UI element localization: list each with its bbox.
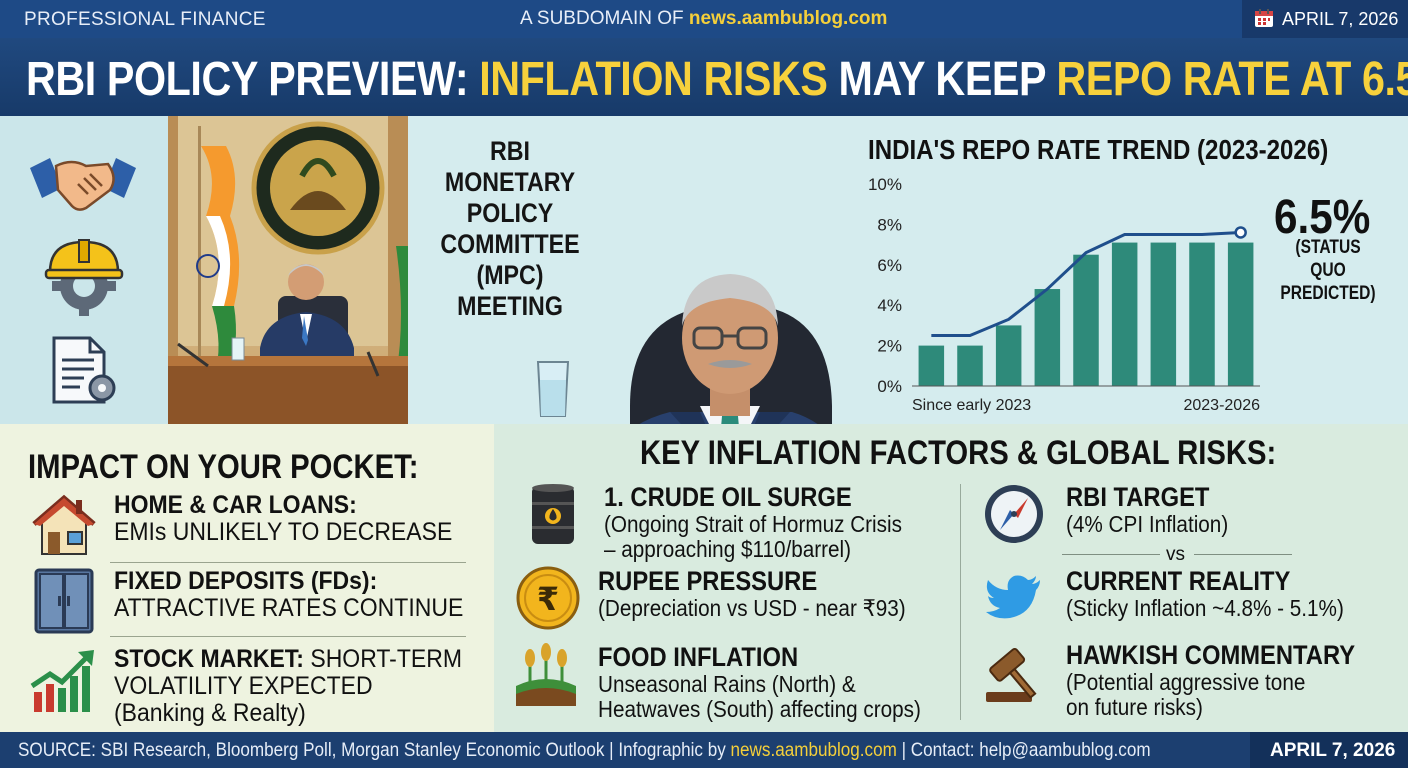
headline-banner: RBI POLICY PREVIEW: INFLATION RISKS MAY … xyxy=(0,38,1408,116)
chart-bar xyxy=(995,325,1022,386)
x-tick-label: Since early 2023 xyxy=(912,397,1031,414)
bird-icon xyxy=(986,575,1040,619)
factors-panel: KEY INFLATION FACTORS & GLOBAL RISKS: 1.… xyxy=(494,424,1408,732)
date-box: APRIL 7, 2026 xyxy=(1242,0,1408,38)
side-icon-column xyxy=(0,116,168,424)
rbi-target-title: RBI TARGET xyxy=(1066,482,1210,512)
rupee-desc: (Depreciation vs USD - near ₹93) xyxy=(598,595,906,621)
food-desc: Unseasonal Rains (North) & Heatwaves (Sou… xyxy=(598,671,921,722)
y-tick-label: 0% xyxy=(877,377,902,396)
impact-item-stocks: STOCK MARKET: SHORT-TERM VOLATILITY EXPE… xyxy=(30,645,470,727)
impact-heading: IMPACT ON YOUR POCKET: xyxy=(28,448,419,486)
crude-oil-title: 1. CRUDE OIL SURGE xyxy=(604,482,852,512)
y-tick-label: 2% xyxy=(877,337,902,356)
y-tick-label: 6% xyxy=(877,256,902,275)
impact-item-deposits: FIXED DEPOSITS (FDs): ATTRACTIVE RATES C… xyxy=(30,567,470,634)
repo-rate-chart: 0% 2% 4% 6% 8% 10% Since early 2023 2023-2026 xyxy=(868,175,1260,414)
impact-item-loans: HOME & CAR LOANS: EMIs UNLIKELY TO DECRE… xyxy=(30,492,470,556)
y-tick-label: 8% xyxy=(877,215,902,234)
locker-icon xyxy=(34,568,94,634)
repo-rate-highlight: 6.5% xyxy=(1274,191,1371,244)
brand-label: PROFESSIONAL FINANCE xyxy=(24,9,266,30)
impact-loans-title: HOME & CAR LOANS: xyxy=(114,491,357,519)
chart-bar xyxy=(1227,242,1254,386)
impact-stocks-inline: SHORT-TERM xyxy=(303,645,462,673)
current-reality-title: CURRENT REALITY xyxy=(1066,566,1291,596)
chart-bar xyxy=(1073,254,1099,386)
hawkish-desc: (Potential aggressive tone on future risk… xyxy=(1066,669,1306,720)
impact-stocks-title: STOCK MARKET: xyxy=(114,645,304,673)
chart-bar xyxy=(957,345,983,386)
x-tick-label: 2023-2026 xyxy=(1183,397,1260,414)
column-divider xyxy=(960,484,961,720)
impact-loans-desc: EMIs UNLIKELY TO DECREASE xyxy=(114,518,453,546)
subdomain-label: A SUBDOMAIN OF news.aambublog.com xyxy=(520,8,887,30)
rising-chart-icon xyxy=(30,650,94,712)
top-bar: PROFESSIONAL FINANCE A SUBDOMAIN OF news… xyxy=(0,0,1408,38)
vs-divider: vs xyxy=(1062,544,1302,565)
source-credits: SOURCE: SBI Research, Bloomberg Poll, Mo… xyxy=(18,740,1151,761)
rupee-title: RUPEE PRESSURE xyxy=(598,566,818,596)
water-glass-icon xyxy=(536,361,570,417)
footer-date-box: APRIL 7, 2026 xyxy=(1250,732,1408,768)
status-quo-note: (STATUS QUO PREDICTED) xyxy=(1280,237,1376,304)
chart-title: INDIA'S REPO RATE TREND (2023-2026) xyxy=(868,134,1329,165)
house-icon xyxy=(32,494,96,555)
rbi-target-desc: (4% CPI Inflation) xyxy=(1066,511,1229,537)
current-reality-desc: (Sticky Inflation ~4.8% - 5.1%) xyxy=(1066,595,1344,621)
mpc-meeting-label: RBI MONETARY POLICY COMMITTEE (MPC) MEET… xyxy=(440,136,580,321)
meeting-room-illustration xyxy=(168,116,408,424)
y-tick-label: 10% xyxy=(868,175,902,194)
meeting-room-scene xyxy=(168,116,408,424)
divider xyxy=(110,636,466,637)
subdomain-link[interactable]: news.aambublog.com xyxy=(688,8,888,29)
calendar-icon xyxy=(1255,9,1273,27)
factors-heading: KEY INFLATION FACTORS & GLOBAL RISKS: xyxy=(640,434,1277,472)
impact-panel: IMPACT ON YOUR POCKET: HOME & CAR LOANS:… xyxy=(0,424,494,732)
vs-label: vs xyxy=(1166,544,1185,565)
hawkish-title: HAWKISH COMMENTARY xyxy=(1066,640,1356,670)
divider xyxy=(110,562,466,563)
page-title: RBI POLICY PREVIEW: INFLATION RISKS MAY … xyxy=(26,53,1408,106)
footer-date: APRIL 7, 2026 xyxy=(1270,740,1396,761)
chart-bar xyxy=(1150,242,1177,386)
food-title: FOOD INFLATION xyxy=(598,642,799,672)
hardhat-gear-icon xyxy=(44,239,124,316)
subdomain-prefix: A SUBDOMAIN OF xyxy=(520,8,684,29)
chart-bar xyxy=(1189,242,1215,386)
impact-deposits-desc: ATTRACTIVE RATES CONTINUE xyxy=(114,594,464,622)
top-date: APRIL 7, 2026 xyxy=(1282,9,1399,29)
y-tick-label: 4% xyxy=(877,296,902,315)
rupee-coin-icon: ₹ xyxy=(516,566,580,630)
footer-site-link[interactable]: news.aambublog.com xyxy=(730,740,897,761)
impact-stocks-desc: VOLATILITY EXPECTED xyxy=(114,672,373,700)
footer-bar: SOURCE: SBI Research, Bloomberg Poll, Mo… xyxy=(0,732,1408,768)
document-gear-icon xyxy=(52,336,116,404)
svg-text:₹: ₹ xyxy=(537,580,559,618)
oil-barrel-icon xyxy=(532,484,574,544)
crude-oil-desc: (Ongoing Strait of Hormuz Crisis – approa… xyxy=(604,511,902,562)
chart-bar xyxy=(1111,242,1138,386)
gavel-icon xyxy=(986,648,1037,702)
impact-stocks-sectors: (Banking & Realty) xyxy=(114,699,306,727)
impact-deposits-title: FIXED DEPOSITS (FDs): xyxy=(114,567,378,595)
wheat-icon xyxy=(516,643,576,706)
footer-contact: | Contact: help@aambublog.com xyxy=(896,740,1151,761)
chart-bar xyxy=(918,345,945,386)
handshake-icon xyxy=(30,158,136,211)
chart-bar xyxy=(1034,289,1061,386)
compass-icon xyxy=(985,485,1043,543)
trend-end-marker xyxy=(1234,226,1247,239)
trend-line xyxy=(931,230,1241,337)
